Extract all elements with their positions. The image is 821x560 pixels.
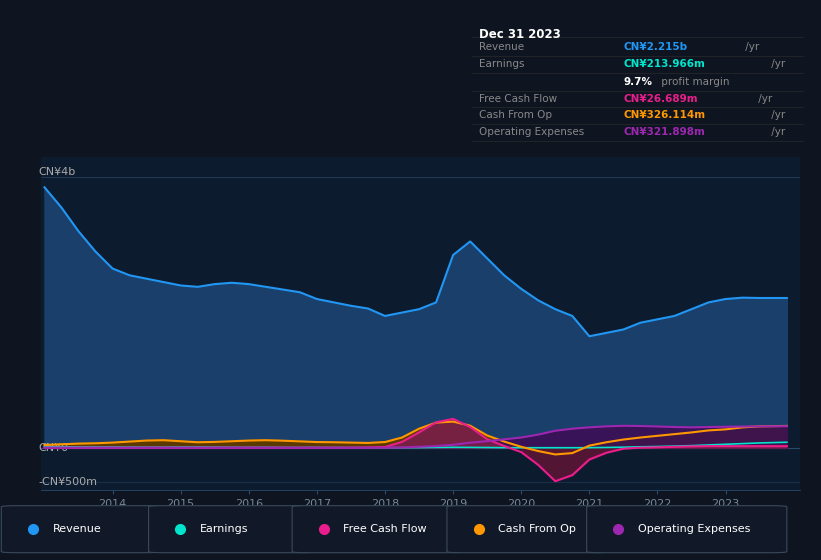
Text: Revenue: Revenue [53,524,102,534]
Text: /yr: /yr [768,59,785,69]
FancyBboxPatch shape [447,506,609,553]
Text: Operating Expenses: Operating Expenses [638,524,750,534]
Text: Earnings: Earnings [479,59,525,69]
Text: CN¥321.898m: CN¥321.898m [624,127,705,137]
Text: Dec 31 2023: Dec 31 2023 [479,27,561,41]
Text: 9.7%: 9.7% [624,77,653,87]
Text: Free Cash Flow: Free Cash Flow [343,524,427,534]
Text: Free Cash Flow: Free Cash Flow [479,94,557,104]
Text: CN¥0: CN¥0 [39,443,69,453]
Text: Earnings: Earnings [200,524,249,534]
Text: Cash From Op: Cash From Op [498,524,576,534]
Text: CN¥326.114m: CN¥326.114m [624,110,706,120]
Text: CN¥4b: CN¥4b [39,167,76,177]
FancyBboxPatch shape [149,506,314,553]
FancyBboxPatch shape [2,506,160,553]
FancyBboxPatch shape [292,506,466,553]
Text: Cash From Op: Cash From Op [479,110,552,120]
Text: -CN¥500m: -CN¥500m [39,477,98,487]
Text: Operating Expenses: Operating Expenses [479,127,584,137]
Text: /yr: /yr [768,127,785,137]
Text: Revenue: Revenue [479,41,524,52]
FancyBboxPatch shape [587,506,787,553]
Text: /yr: /yr [754,94,772,104]
Text: CN¥213.966m: CN¥213.966m [624,59,705,69]
Text: /yr: /yr [741,41,759,52]
Text: profit margin: profit margin [658,77,730,87]
Text: CN¥2.215b: CN¥2.215b [624,41,688,52]
Text: /yr: /yr [768,110,785,120]
Text: CN¥26.689m: CN¥26.689m [624,94,699,104]
